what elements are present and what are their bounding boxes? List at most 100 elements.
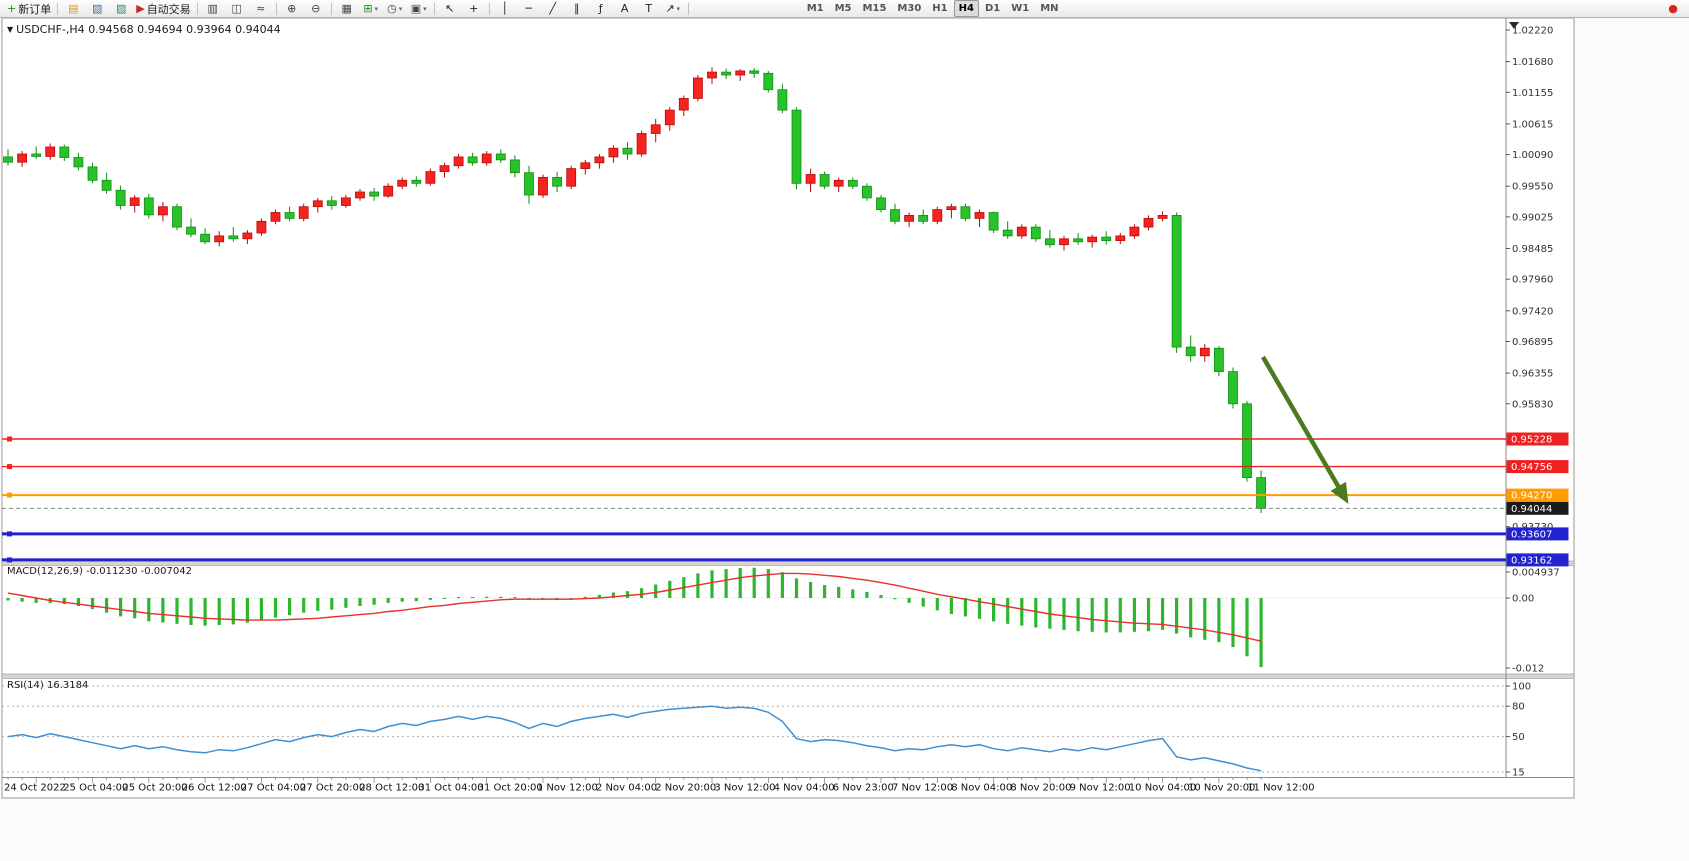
templates-icon: ▣ [410,2,422,15]
svg-text:0.96355: 0.96355 [1512,369,1553,380]
svg-text:0.99025: 0.99025 [1512,212,1553,223]
svg-text:0.94756: 0.94756 [1511,462,1552,473]
macd-scale[interactable]: 0.004937 0.00 -0.012 [1506,568,1560,675]
svg-text:0.98485: 0.98485 [1512,244,1553,255]
svg-text:1.00090: 1.00090 [1512,150,1553,161]
chart-title: ▼ USDCHF-,H4 0.94568 0.94694 0.93964 0.94… [7,23,281,36]
alerts-button[interactable]: ● [1661,0,1685,18]
chart-line-button[interactable]: ≈ [249,0,273,18]
svg-text:4 Nov 04:00: 4 Nov 04:00 [774,783,835,794]
templates-button[interactable]: ▣ ▾ [407,0,431,18]
timeframe-button-h1[interactable]: H1 [932,3,948,14]
chevron-down-icon: ▾ [676,4,681,13]
macd-values: -0.011230 -0.007042 [86,566,192,577]
candlestick-icon: ◫ [231,2,242,15]
toolbar-separator [330,2,332,15]
chart-bars-button[interactable]: ▥ [201,0,225,18]
arrows-button[interactable]: ↗ ▾ [661,0,685,18]
rsi-value: 16.3184 [46,680,89,691]
svg-text:31 Oct 04:00: 31 Oct 04:00 [418,783,483,794]
auto-trading-icon: ▶ [136,2,145,15]
timeframe-button-m5[interactable]: M5 [834,3,852,14]
trendline-icon: ╱ [549,2,556,15]
svg-text:26 Oct 12:00: 26 Oct 12:00 [182,783,247,794]
timeframe-button-d1[interactable]: D1 [984,3,1001,14]
svg-text:0.93162: 0.93162 [1511,555,1552,566]
svg-text:8 Nov 04:00: 8 Nov 04:00 [951,783,1012,794]
timeframe-button-mn[interactable]: MN [1040,3,1059,14]
trend-arrow-annotation[interactable] [1261,355,1349,504]
channel-button[interactable]: ∥ [565,0,589,18]
tile-windows-button[interactable]: ▦ [335,0,359,18]
hline-0.93607[interactable]: 0.93607 [2,527,1569,541]
terminal-button[interactable]: ▨ [109,0,133,18]
cursor-button[interactable]: ↖ [438,0,462,18]
grid-icon: ▦ [341,2,352,15]
auto-trading-button[interactable]: ▶ 自动交易 [133,0,193,18]
svg-text:31 Oct 20:00: 31 Oct 20:00 [478,783,543,794]
zoom-in-button[interactable]: ⊕ [280,0,304,18]
svg-text:27 Oct 20:00: 27 Oct 20:00 [300,783,365,794]
macd-indicator-label: MACD(12,26,9) -0.011230 -0.007042 [7,566,192,577]
zoom-out-button[interactable]: ⊖ [304,0,328,18]
market-watch-button[interactable]: ▤ [61,0,85,18]
text-label-icon: T [645,2,653,15]
cursor-icon: ↖ [445,2,455,15]
timeframe-button-w1[interactable]: W1 [1011,3,1030,14]
svg-text:1.02220: 1.02220 [1512,26,1553,37]
pane-separator[interactable] [1,560,1575,566]
candles-series [3,67,1266,513]
line-chart-icon: ≈ [256,2,266,15]
rsi-indicator-label: RSI(14) 16.3184 [7,680,88,691]
chevron-down-icon: ▾ [423,4,427,13]
pane-separator[interactable] [1,673,1575,679]
svg-text:0.94044: 0.94044 [1511,504,1552,515]
svg-text:1.00615: 1.00615 [1512,119,1553,130]
macd-name: MACD(12,26,9) [7,566,83,577]
hline-0.93162[interactable]: 0.93162 [2,553,1569,567]
fibonacci-button[interactable]: ƒ [589,0,613,18]
toolbar: + 新订单 ▤ ▧ ▨ ▶ 自动交易 ▥ ◫ ≈ ⊕ ⊖ ▦ ⊞ ▾ ◷ ▾ ▣ ▾ ↖ + │ ─ ╱ ∥ ƒ A T ↗ ▾ M1 M5 M… [0,0,1689,18]
periods-button[interactable]: ◷ ▾ [383,0,407,18]
svg-text:0.97960: 0.97960 [1512,275,1553,286]
timeframe-button-m15[interactable]: M15 [862,3,887,14]
timeframe-button-h4[interactable]: H4 [953,0,979,17]
chart-candles-button[interactable]: ◫ [225,0,249,18]
chart-shift-marker[interactable] [1509,22,1519,29]
crosshair-button[interactable]: + [462,0,486,18]
svg-text:2 Nov 20:00: 2 Nov 20:00 [655,783,716,794]
hline-0.94756[interactable]: 0.94756 [2,460,1569,474]
indicators-button[interactable]: ⊞ ▾ [359,0,383,18]
vertical-line-icon: │ [501,2,508,15]
hline-0.95228[interactable]: 0.95228 [2,432,1569,446]
chart-symbol-period: USDCHF-,H4 [16,23,85,36]
vline-button[interactable]: │ [493,0,517,18]
indicators-icon: ⊞ [363,2,373,15]
svg-text:-0.012: -0.012 [1512,664,1544,675]
svg-text:10 Nov 04:00: 10 Nov 04:00 [1129,783,1196,794]
svg-text:7 Nov 12:00: 7 Nov 12:00 [892,783,953,794]
hline-button[interactable]: ─ [517,0,541,18]
rsi-line [7,705,1262,772]
hline-0.94270[interactable]: 0.94270 [2,488,1569,502]
navigator-button[interactable]: ▧ [85,0,109,18]
svg-text:2 Nov 04:00: 2 Nov 04:00 [596,783,657,794]
current-price-marker: 0.94044 [2,501,1569,515]
chart-menu-icon[interactable]: ▼ [7,25,14,34]
timeframe-button-m1[interactable]: M1 [806,3,824,14]
timeframe-button-m30[interactable]: M30 [897,3,922,14]
bar-chart-icon: ▥ [207,2,218,15]
text-button[interactable]: A [613,0,637,18]
chart-ohlc: 0.94568 0.94694 0.93964 0.94044 [88,23,281,36]
svg-text:50: 50 [1512,732,1525,743]
terminal-icon: ▨ [116,2,127,15]
market-watch-icon: ▤ [68,2,79,15]
text-icon: A [620,2,629,15]
trendline-button[interactable]: ╱ [541,0,565,18]
new-order-button[interactable]: + 新订单 [4,0,54,18]
rsi-name: RSI(14) [7,680,44,691]
zoom-out-icon: ⊖ [311,2,321,15]
label-button[interactable]: T [637,0,661,18]
